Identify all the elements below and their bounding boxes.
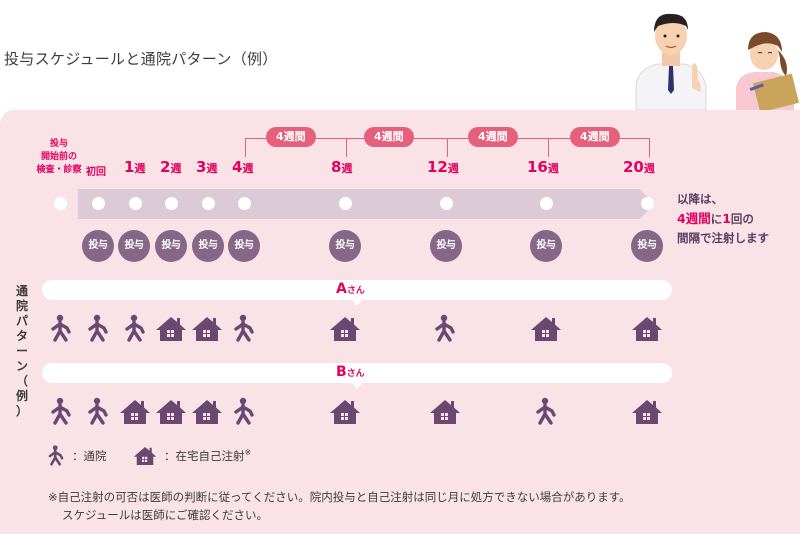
patient-b-row-bar xyxy=(42,363,672,383)
visit-icon xyxy=(82,396,114,428)
dose-badge: 投与 xyxy=(82,230,114,262)
dose-badge: 投与 xyxy=(631,230,663,262)
timeline-dot-week4 xyxy=(238,197,251,210)
footnote-line-1: ※自己注射の可否は医師の判断に従ってください。院内投与と自己注射は同じ月に処方で… xyxy=(48,490,631,504)
week-label-8: 8週 xyxy=(331,158,353,176)
dose-badge: 投与 xyxy=(530,230,562,262)
home-icon xyxy=(329,396,361,428)
vert-char: ン xyxy=(15,359,28,373)
vert-char: ） xyxy=(15,404,28,418)
visit-icon xyxy=(82,313,114,345)
vert-char: 例 xyxy=(15,389,28,403)
home-icon xyxy=(155,313,187,345)
maintenance-line-3: 間隔で注射します xyxy=(677,231,769,245)
dose-badge: 投与 xyxy=(192,230,224,262)
timeline-bar xyxy=(78,189,640,219)
footnote: ※自己注射の可否は医師の判断に従ってください。院内投与と自己注射は同じ月に処方で… xyxy=(48,488,631,524)
patient-b-tag-pointer xyxy=(352,383,362,389)
pre-treatment-label: 投与 開始前の 検査・診察 xyxy=(30,138,88,177)
dose-badge: 投与 xyxy=(430,230,462,262)
doctor-nurse-illustration xyxy=(635,13,800,110)
patient-a-row-bar xyxy=(42,280,672,300)
visit-icon xyxy=(429,313,461,345)
week-label-1: 1週 xyxy=(124,158,146,176)
home-icon xyxy=(631,396,663,428)
vert-char: 院 xyxy=(15,299,28,313)
interval-pill-2: 4週間 xyxy=(364,127,414,147)
visit-icon xyxy=(119,313,151,345)
dose-badge: 投与 xyxy=(118,230,150,262)
home-icon xyxy=(191,396,223,428)
home-icon xyxy=(429,396,461,428)
timeline-dot-pre xyxy=(54,197,67,210)
pre-label-line-3: 検査・診察 xyxy=(36,165,82,175)
week-label-2: 2週 xyxy=(160,158,182,176)
maintenance-note: 以降は、 4週間に1回の 間隔で注射します xyxy=(677,190,769,248)
timeline-dot-week16 xyxy=(540,197,553,210)
patient-a-label: Aさん xyxy=(336,281,365,297)
timeline-dot-week12 xyxy=(440,197,453,210)
pre-label-line-2: 開始前の xyxy=(40,152,77,162)
legend-home-icon xyxy=(132,444,158,468)
home-icon xyxy=(155,396,187,428)
interval-pill-1: 4週間 xyxy=(266,127,316,147)
nurse-icon xyxy=(736,32,800,110)
home-icon xyxy=(530,313,562,345)
timeline-dot-week3 xyxy=(202,197,215,210)
legend-visit-label: ：通院 xyxy=(72,449,107,463)
vert-char: （ xyxy=(15,374,28,388)
timeline-dot-week2 xyxy=(165,197,178,210)
initial-dose-label: 初回 xyxy=(86,167,106,178)
home-icon xyxy=(631,313,663,345)
timeline-dot-week8 xyxy=(339,197,352,210)
visit-icon xyxy=(530,396,562,428)
page-title: 投与スケジュールと通院パターン（例） xyxy=(4,50,278,68)
week-label-12: 12週 xyxy=(427,158,459,176)
patient-b-label: Bさん xyxy=(336,364,365,380)
week-label-4: 4週 xyxy=(232,158,254,176)
week-label-3: 3週 xyxy=(196,158,218,176)
interval-pill-4: 4週間 xyxy=(570,127,620,147)
home-icon xyxy=(119,396,151,428)
pre-label-line-1: 投与 xyxy=(49,139,68,149)
footnote-line-2: スケジュールは医師にご確認ください。 xyxy=(62,508,268,522)
week-label-20: 20週 xyxy=(623,158,655,176)
visit-icon xyxy=(228,396,260,428)
dose-badge: 投与 xyxy=(155,230,187,262)
vert-char: パ xyxy=(15,314,28,328)
doctor-icon xyxy=(635,13,707,110)
visit-pattern-vertical-label: 通 院 パ タ ー ン （ 例 ） xyxy=(12,284,32,419)
dose-badge: 投与 xyxy=(228,230,260,262)
vert-char: 通 xyxy=(15,284,28,298)
timeline-dot-initial xyxy=(92,197,105,210)
week-label-16: 16週 xyxy=(527,158,559,176)
interval-pill-3: 4週間 xyxy=(468,127,518,147)
legend-home-label: ：在宅自己注射※ xyxy=(164,448,252,463)
home-icon xyxy=(191,313,223,345)
legend-visit-icon xyxy=(44,444,68,468)
maintenance-line-2: 4週間に1回の xyxy=(677,211,754,226)
home-icon xyxy=(329,313,361,345)
vert-char: タ xyxy=(15,329,28,343)
maintenance-line-1: 以降は、 xyxy=(677,192,723,206)
visit-icon xyxy=(45,396,77,428)
visit-icon xyxy=(45,313,77,345)
timeline-dot-week1 xyxy=(129,197,142,210)
dose-badge: 投与 xyxy=(329,230,361,262)
timeline-dot-week20 xyxy=(641,197,654,210)
visit-icon xyxy=(228,313,260,345)
patient-a-tag-pointer xyxy=(352,300,362,306)
vert-char: ー xyxy=(15,344,28,358)
